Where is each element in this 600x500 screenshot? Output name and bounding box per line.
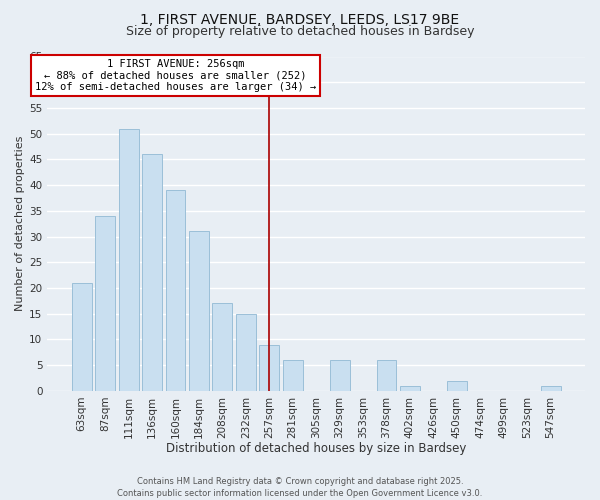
Text: 1, FIRST AVENUE, BARDSEY, LEEDS, LS17 9BE: 1, FIRST AVENUE, BARDSEY, LEEDS, LS17 9B… bbox=[140, 12, 460, 26]
Bar bbox=[189, 232, 209, 391]
Bar bbox=[72, 283, 92, 391]
Text: 1 FIRST AVENUE: 256sqm
← 88% of detached houses are smaller (252)
12% of semi-de: 1 FIRST AVENUE: 256sqm ← 88% of detached… bbox=[35, 59, 316, 92]
Bar bbox=[166, 190, 185, 391]
Bar bbox=[212, 304, 232, 391]
Bar bbox=[236, 314, 256, 391]
Bar bbox=[259, 344, 279, 391]
Text: Contains HM Land Registry data © Crown copyright and database right 2025.
Contai: Contains HM Land Registry data © Crown c… bbox=[118, 476, 482, 498]
Text: Size of property relative to detached houses in Bardsey: Size of property relative to detached ho… bbox=[126, 25, 474, 38]
Bar bbox=[447, 380, 467, 391]
Bar bbox=[329, 360, 350, 391]
Bar bbox=[95, 216, 115, 391]
Bar bbox=[119, 128, 139, 391]
Bar bbox=[283, 360, 302, 391]
Bar bbox=[377, 360, 397, 391]
Bar bbox=[400, 386, 420, 391]
Bar bbox=[142, 154, 162, 391]
Bar bbox=[541, 386, 560, 391]
Y-axis label: Number of detached properties: Number of detached properties bbox=[15, 136, 25, 312]
X-axis label: Distribution of detached houses by size in Bardsey: Distribution of detached houses by size … bbox=[166, 442, 466, 455]
